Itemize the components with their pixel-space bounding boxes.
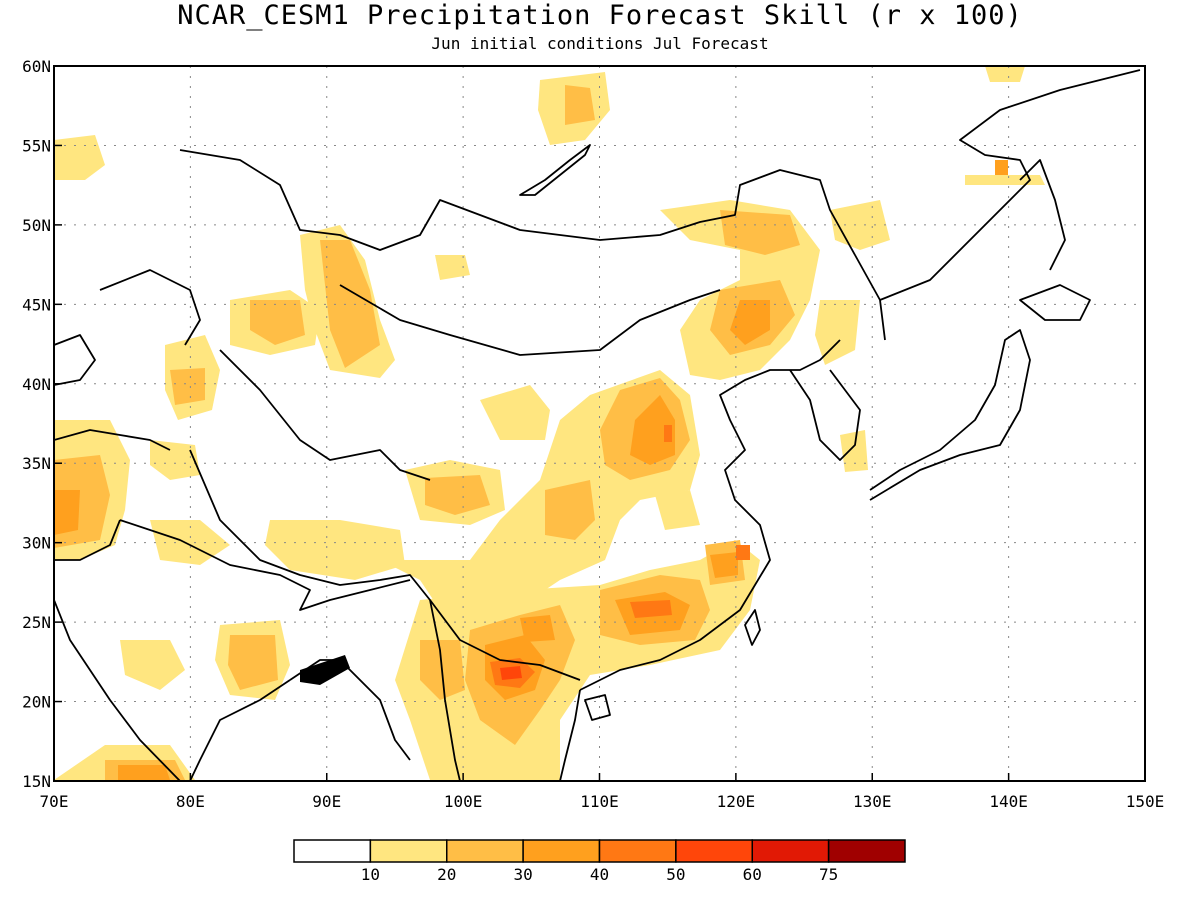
colorbar-label: 10	[361, 865, 380, 884]
colorbar-swatch	[751, 839, 830, 863]
colorbar-label: 30	[513, 865, 532, 884]
lon-tick-label: 90E	[312, 792, 341, 811]
colorbar-swatch	[598, 839, 677, 863]
skill-level-50-60	[500, 666, 522, 680]
coastline-layer	[54, 69, 1141, 781]
lat-tick-label: 40N	[22, 375, 51, 394]
lat-tick-label: 20N	[22, 693, 51, 712]
lat-axis: 15N 20N 25N 30N 35N 40N 45N 50N 55N 60N	[22, 57, 62, 791]
colorbar-swatch	[446, 839, 524, 863]
lat-tick-label: 30N	[22, 534, 51, 553]
colorbar-swatch	[675, 839, 753, 863]
lon-axis: 70E 80E 90E 100E 110E 120E 130E 140E 150E	[40, 773, 1165, 811]
skill-shading-layer	[54, 66, 1045, 780]
colorbar-swatch	[293, 839, 372, 863]
colorbar-label: 75	[819, 865, 838, 884]
lon-tick-label: 140E	[989, 792, 1028, 811]
lat-tick-label: 45N	[22, 295, 51, 314]
lat-tick-label: 55N	[22, 136, 51, 155]
lon-tick-label: 70E	[40, 792, 69, 811]
lon-tick-label: 130E	[853, 792, 892, 811]
lon-tick-label: 120E	[717, 792, 756, 811]
lat-tick-label: 15N	[22, 772, 51, 791]
lon-tick-label: 80E	[176, 792, 205, 811]
lat-tick-label: 50N	[22, 216, 51, 235]
lat-tick-label: 60N	[22, 57, 51, 76]
map-gridlines	[54, 66, 1145, 781]
chart-title: NCAR_CESM1 Precipitation Forecast Skill …	[177, 0, 1023, 31]
colorbar-label: 60	[743, 865, 762, 884]
colorbar-label: 50	[666, 865, 685, 884]
lon-tick-label: 110E	[580, 792, 619, 811]
colorbar-swatch	[827, 839, 906, 863]
colorbar-swatch	[369, 839, 448, 863]
lat-tick-label: 35N	[22, 454, 51, 473]
chart-subtitle: Jun initial conditions Jul Forecast	[431, 34, 769, 53]
lon-tick-label: 150E	[1126, 792, 1165, 811]
lon-tick-label: 100E	[444, 792, 483, 811]
bangladesh-delta	[300, 655, 350, 685]
colorbar-label: 40	[590, 865, 609, 884]
lat-tick-label: 25N	[22, 613, 51, 632]
colorbar-label: 20	[437, 865, 456, 884]
colorbar-swatch	[522, 839, 601, 863]
colorbar: 10 20 30 40 50 60 75	[293, 839, 906, 884]
